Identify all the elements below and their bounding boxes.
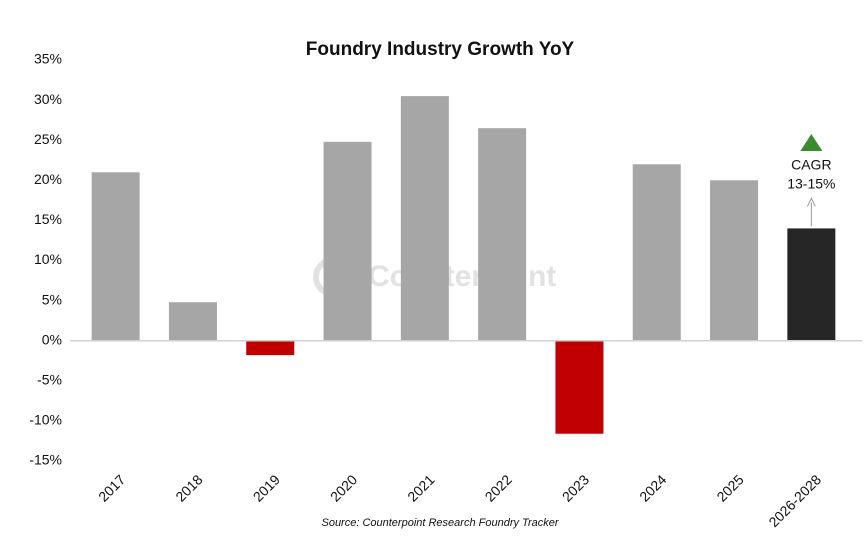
x-tick-label: 2020 xyxy=(327,471,360,504)
y-tick-label: 30% xyxy=(34,91,62,107)
bar xyxy=(323,141,372,341)
x-tick-label: 2019 xyxy=(250,471,283,504)
bar xyxy=(168,302,217,341)
x-tick-label: 2017 xyxy=(95,471,128,504)
source: Source: Counterpoint Research Foundry Tr… xyxy=(321,517,559,529)
x-tick-label: 2021 xyxy=(404,471,437,504)
y-tick-label: -15% xyxy=(29,452,62,468)
annotation-triangle xyxy=(800,134,823,151)
bar xyxy=(632,164,681,341)
y-tick-label: -5% xyxy=(37,372,62,388)
bar xyxy=(478,128,527,341)
bar xyxy=(246,340,295,356)
annotation-arrowhead xyxy=(806,197,816,207)
y-tick-label: -10% xyxy=(29,412,62,428)
y-tick-label: 20% xyxy=(34,171,62,187)
bar xyxy=(91,172,140,341)
y-tick-label: 5% xyxy=(42,291,62,307)
annotation: CAGR xyxy=(791,157,831,173)
chart-title: Foundry Industry Growth YoY xyxy=(306,39,575,60)
bar xyxy=(400,96,449,341)
annotation: 13-15% xyxy=(787,176,835,192)
bar xyxy=(555,340,604,434)
x-tick-label: 2022 xyxy=(482,471,515,504)
y-tick-label: 25% xyxy=(34,131,62,147)
y-tick-label: 10% xyxy=(34,251,62,267)
y-tick-label: 35% xyxy=(34,51,62,67)
watermark: Counterpoint xyxy=(368,260,556,293)
y-tick-label: 15% xyxy=(34,211,62,227)
x-tick-label: 2026-2028 xyxy=(765,471,824,530)
y-tick-label: 0% xyxy=(42,331,62,347)
bar xyxy=(787,228,836,341)
bar xyxy=(710,180,759,341)
x-tick-label: 2018 xyxy=(172,471,205,504)
x-tick-label: 2023 xyxy=(559,471,592,504)
x-tick-label: 2025 xyxy=(713,471,746,504)
x-tick-label: 2024 xyxy=(636,471,669,504)
